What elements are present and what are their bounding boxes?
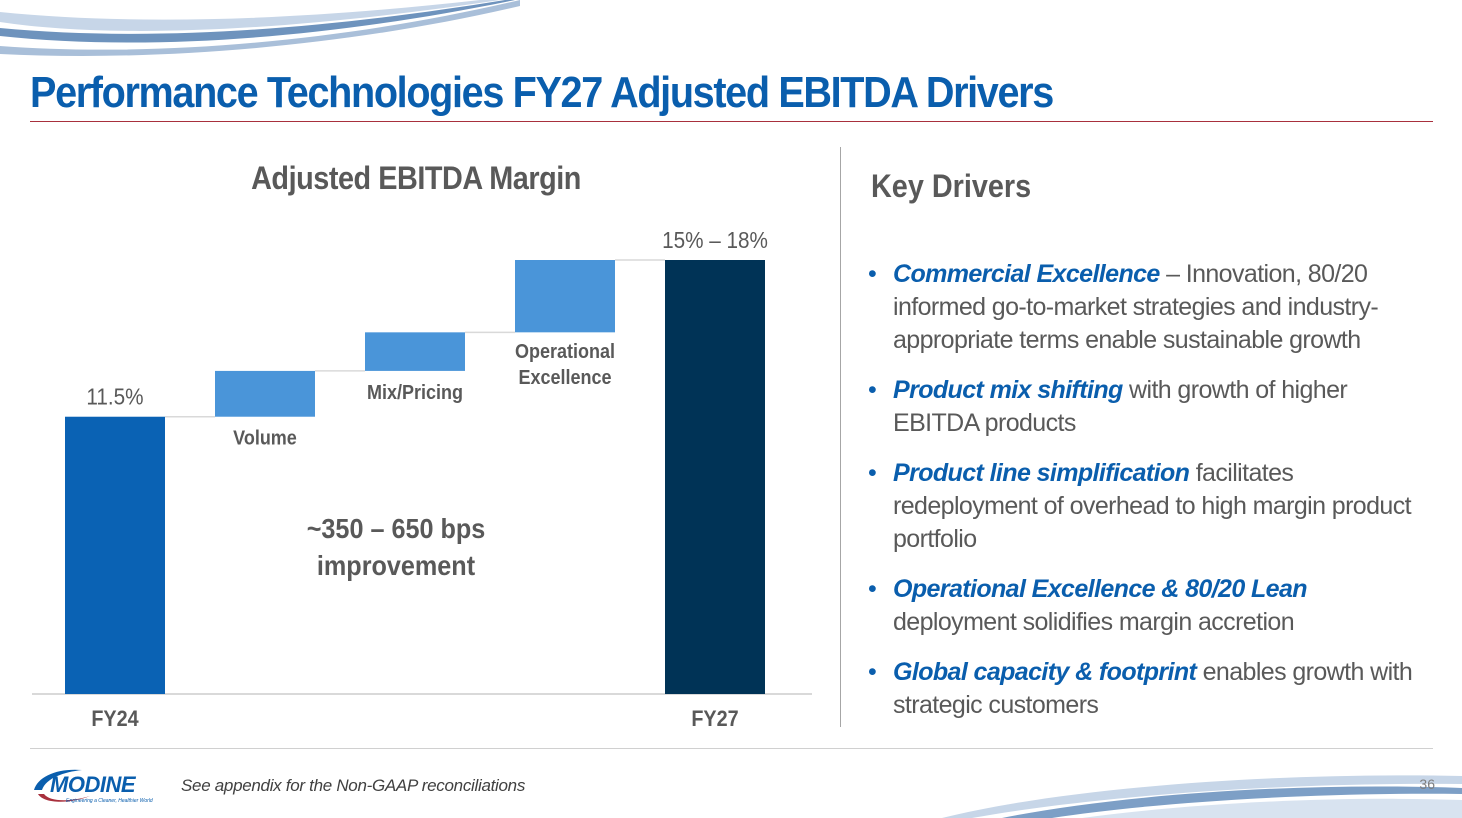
decorative-swoosh-top — [0, 0, 520, 56]
decorative-swoosh-bottom — [942, 775, 1462, 818]
slide-title: Performance Technologies FY27 Adjusted E… — [30, 68, 1054, 117]
bar-mixpricing — [365, 332, 465, 371]
driver-item: • Operational Excellence & 80/20 Lean dep… — [868, 573, 1428, 639]
chart-title: Adjusted EBITDA Margin — [251, 160, 581, 196]
driver-item: • Product mix shifting with growth of hig… — [868, 374, 1428, 440]
key-drivers-title: Key Drivers — [871, 168, 1032, 204]
driver-text: – Innovation, 80/20 informed go-to-marke… — [893, 260, 1379, 354]
step-label-opex-1: Operational — [515, 341, 615, 363]
bar-volume — [215, 370, 315, 417]
driver-text: with growth of higher EBITDA products — [893, 376, 1348, 437]
axis-label-fy24: FY24 — [91, 707, 139, 731]
bullet-icon: • — [868, 260, 877, 288]
bullet-icon: • — [868, 658, 877, 686]
bullet-icon: • — [868, 575, 877, 603]
chart-annotation-line2: improvement — [317, 550, 475, 582]
driver-emphasis: Commercial Excellence — [893, 260, 1160, 288]
bar-fy27 — [665, 260, 765, 694]
data-label-fy27: 15% – 18% — [662, 227, 768, 253]
driver-emphasis: Global capacity & footprint — [893, 658, 1197, 686]
data-label-fy24: 11.5% — [86, 384, 143, 410]
step-label-opex-2: Excellence — [518, 367, 611, 389]
title-rule — [30, 121, 1433, 122]
driver-emphasis: Operational Excellence & 80/20 Lean — [893, 575, 1308, 603]
waterfall-chart: 11.5% FY24 Volume Mix/Pricing Operational Exc… — [32, 227, 812, 731]
driver-item: • Product line simplification facilitates… — [868, 457, 1428, 556]
driver-item: • Commercial Excellence – Innovation, 80/… — [868, 258, 1428, 357]
step-label-volume: Volume — [233, 428, 297, 450]
driver-emphasis: Product mix shifting — [893, 376, 1123, 404]
footer-rule — [30, 748, 1433, 749]
bar-fy24 — [65, 416, 165, 694]
driver-emphasis: Product line simplification — [893, 459, 1190, 487]
logo-tagline: Engineering a Cleaner, Healthier World — [66, 798, 153, 804]
driver-item: • Global capacity & footprint enables gro… — [868, 656, 1428, 722]
footnote: See appendix for the Non-GAAP reconcilia… — [181, 776, 526, 795]
axis-label-fy27: FY27 — [691, 707, 738, 731]
chart-annotation-line1: ~350 – 650 bps — [307, 513, 486, 545]
bullet-icon: • — [868, 376, 877, 404]
column-divider — [840, 147, 841, 727]
bar-opex — [515, 260, 615, 333]
modine-logo: MODINE Engineering a Cleaner, Healthier … — [34, 769, 153, 804]
driver-text: deployment solidifies margin accretion — [893, 608, 1295, 636]
key-drivers-list: • Commercial Excellence – Innovation, 80/… — [868, 258, 1428, 739]
driver-text: facilitates redeployment of overhead to … — [893, 459, 1412, 553]
page-number: 36 — [1419, 776, 1435, 792]
step-label-mixpricing: Mix/Pricing — [367, 382, 463, 404]
driver-text: enables growth with strategic customers — [893, 658, 1413, 719]
bullet-icon: • — [868, 459, 877, 487]
logo-wordmark: MODINE — [50, 772, 137, 797]
